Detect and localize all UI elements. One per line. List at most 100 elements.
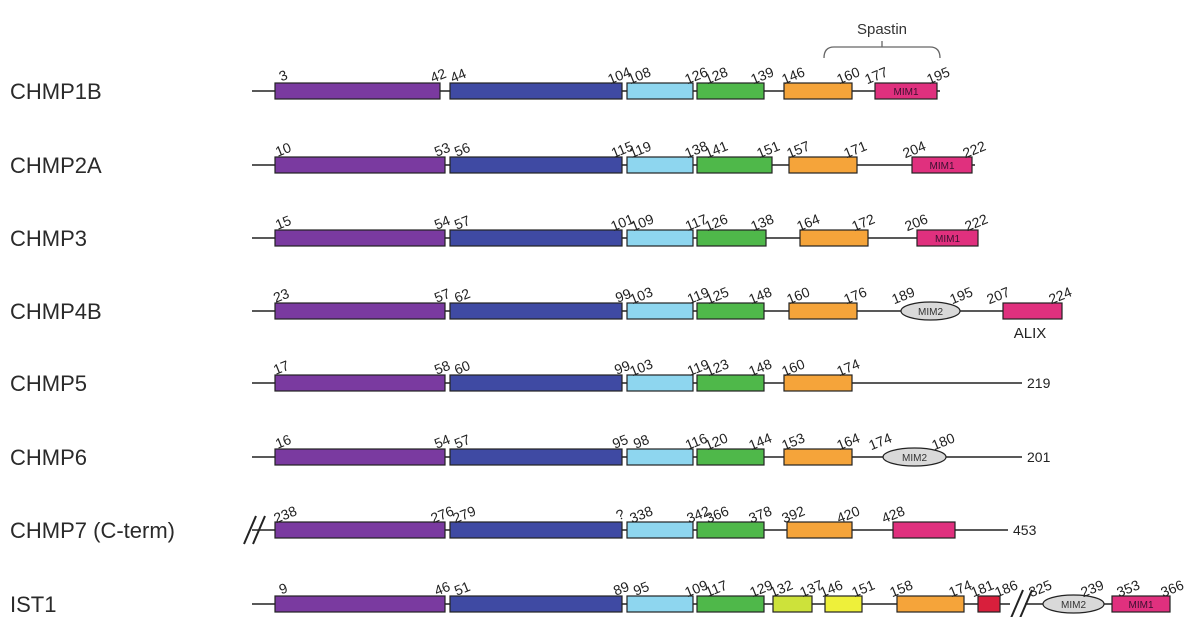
domain-helix2 — [449, 374, 623, 392]
mim2-label: MIM2 — [918, 307, 943, 318]
domain-helix2 — [449, 156, 623, 174]
domain-helix4 — [696, 82, 765, 100]
residue-number: 17 — [271, 357, 292, 378]
domain-helix1 — [274, 595, 446, 613]
residue-number: 174 — [834, 355, 862, 379]
residue-number: 51 — [452, 578, 473, 599]
residue-number: 148 — [746, 355, 774, 379]
mim1-label: MIM1 — [894, 87, 919, 98]
residue-number: 144 — [746, 429, 774, 453]
domain-helix4 — [696, 302, 765, 320]
domain-mim1 — [874, 82, 938, 100]
domain-mim1 — [892, 521, 956, 539]
residue-number: 325 — [1026, 576, 1054, 600]
domain-helix3 — [626, 374, 694, 392]
domain-helix2 — [449, 302, 623, 320]
domain-mim1 — [1002, 302, 1063, 320]
residue-number: 9 — [277, 579, 290, 597]
protein-name: IST1 — [10, 592, 56, 617]
domain-helix5 — [788, 156, 858, 174]
domain-helix1 — [274, 374, 446, 392]
residue-number: 222 — [962, 210, 990, 234]
residue-number: 54 — [432, 431, 453, 452]
domain-helix2 — [449, 229, 623, 247]
protein-name: CHMP1B — [10, 79, 102, 104]
residue-number: 420 — [834, 502, 862, 526]
domain-helix1 — [274, 521, 446, 539]
domain-helix2 — [449, 448, 623, 466]
domain-helix1 — [274, 82, 441, 100]
mim2-label: MIM2 — [902, 453, 927, 464]
domain-helix3 — [626, 521, 694, 539]
residue-number: 57 — [432, 285, 453, 306]
residue-number: 46 — [432, 578, 453, 599]
residue-number: 180 — [929, 429, 957, 453]
domain-helix3 — [626, 448, 694, 466]
sequence-break-mark — [243, 515, 257, 545]
domain-helix4 — [696, 448, 765, 466]
residue-number: ? — [614, 505, 627, 523]
sequence-length: 201 — [1027, 449, 1051, 465]
residue-number: 174 — [866, 429, 894, 453]
residue-number: 56 — [452, 139, 473, 160]
domain-helix2 — [449, 82, 623, 100]
domain-helix1 — [274, 229, 446, 247]
residue-number: 42 — [428, 65, 449, 86]
residue-number: 95 — [631, 578, 652, 599]
residue-number: 3 — [277, 66, 290, 84]
residue-number: 119 — [627, 138, 654, 161]
domain-helix5 — [783, 82, 853, 100]
residue-number: 151 — [754, 137, 782, 161]
residue-number: 195 — [924, 63, 952, 87]
residue-number: 62 — [452, 285, 473, 306]
mim2-oval — [900, 301, 961, 321]
residue-number: 95 — [610, 431, 631, 452]
sequence-length: 219 — [1027, 375, 1051, 391]
protein-name: CHMP4B — [10, 299, 102, 324]
mim2-oval — [882, 447, 947, 467]
protein-name: CHMP2A — [10, 153, 102, 178]
domain-helix1 — [274, 302, 446, 320]
mim2-label: MIM2 — [1061, 600, 1086, 611]
domain-helix4 — [696, 156, 773, 174]
residue-number: 138 — [748, 210, 776, 234]
domain-helix1 — [274, 448, 446, 466]
protein-name: CHMP5 — [10, 371, 87, 396]
residue-number: 57 — [452, 431, 473, 452]
residue-number: 172 — [849, 210, 877, 234]
domain-helix5 — [786, 521, 853, 539]
sequence-break-mark — [1019, 589, 1033, 617]
residue-number: 224 — [1046, 283, 1074, 307]
residue-number: 186 — [992, 576, 1020, 600]
residue-number: 23 — [271, 285, 292, 306]
residue-number: 366 — [1158, 576, 1186, 600]
spastin-bracket-line — [823, 46, 941, 59]
residue-number: 239 — [1078, 576, 1106, 600]
domain-helix5 — [788, 302, 858, 320]
domain-helix3 — [626, 229, 694, 247]
residue-number: 148 — [746, 283, 774, 307]
residue-number: 195 — [947, 283, 975, 307]
domain-mim1 — [911, 156, 973, 174]
domain-helix3 — [626, 156, 694, 174]
residue-number: 139 — [748, 63, 776, 87]
residue-number: 99 — [613, 285, 634, 306]
domain-helix2 — [449, 521, 623, 539]
residue-number: 54 — [432, 212, 453, 233]
mim1-label: MIM1 — [930, 161, 955, 172]
residue-number: 10 — [273, 139, 294, 160]
sequence-break-mark — [1010, 589, 1024, 617]
domain-helix5 — [799, 229, 869, 247]
domain-red — [977, 595, 1001, 613]
residue-number: 117 — [683, 211, 710, 234]
mim2-oval — [1042, 594, 1105, 614]
residue-number: 171 — [841, 137, 869, 161]
residue-number: 119 — [685, 356, 712, 379]
mim1-label: MIM1 — [1129, 600, 1154, 611]
